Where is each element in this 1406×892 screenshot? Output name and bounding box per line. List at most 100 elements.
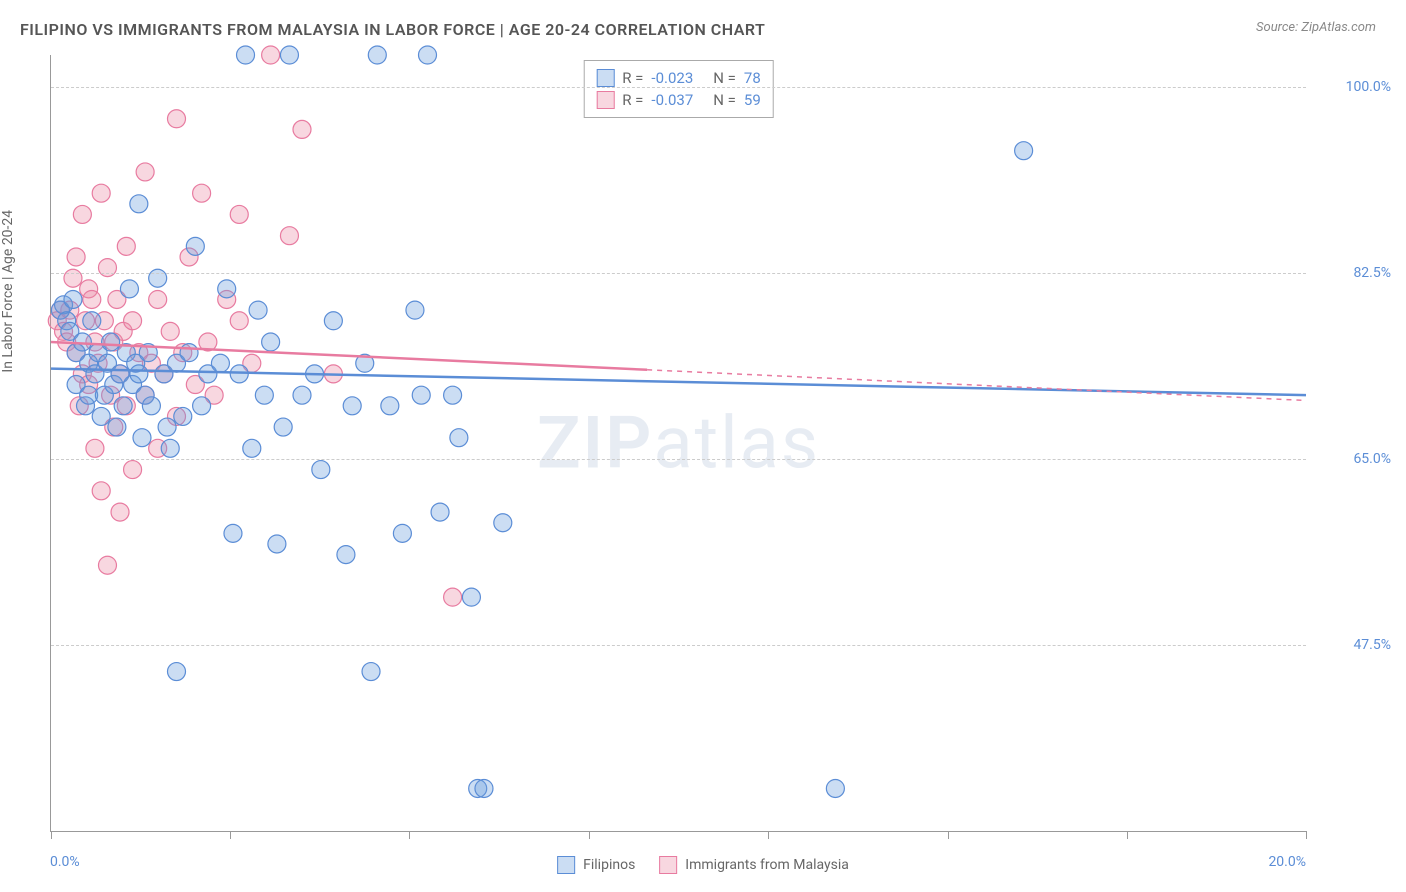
scatter-point bbox=[124, 312, 142, 330]
scatter-point bbox=[280, 46, 298, 64]
scatter-point bbox=[168, 110, 186, 128]
scatter-point bbox=[158, 418, 176, 436]
gridline bbox=[51, 87, 1306, 88]
scatter-point bbox=[249, 301, 267, 319]
scatter-point bbox=[1015, 142, 1033, 160]
legend-swatch-pink bbox=[659, 856, 677, 874]
scatter-point bbox=[83, 312, 101, 330]
scatter-point bbox=[92, 407, 110, 425]
scatter-svg bbox=[51, 55, 1306, 831]
scatter-point bbox=[130, 195, 148, 213]
scatter-point bbox=[293, 120, 311, 138]
scatter-point bbox=[293, 386, 311, 404]
scatter-point bbox=[180, 344, 198, 362]
scatter-point bbox=[211, 354, 229, 372]
scatter-point bbox=[224, 524, 242, 542]
scatter-point bbox=[161, 322, 179, 340]
scatter-point bbox=[324, 312, 342, 330]
regression-line-dashed bbox=[647, 370, 1306, 401]
legend: Filipinos Immigrants from Malaysia bbox=[557, 856, 849, 874]
scatter-point bbox=[98, 556, 116, 574]
stats-row-series2: R = -0.037 N = 59 bbox=[596, 89, 761, 111]
r-label-1: R = bbox=[622, 69, 643, 87]
scatter-point bbox=[161, 439, 179, 457]
scatter-point bbox=[268, 535, 286, 553]
scatter-point bbox=[412, 386, 430, 404]
legend-item-malaysia: Immigrants from Malaysia bbox=[659, 856, 849, 874]
scatter-point bbox=[462, 588, 480, 606]
scatter-point bbox=[136, 163, 154, 181]
scatter-point bbox=[450, 429, 468, 447]
gridline bbox=[51, 645, 1306, 646]
scatter-point bbox=[475, 779, 493, 797]
scatter-point bbox=[67, 248, 85, 266]
scatter-point bbox=[230, 312, 248, 330]
scatter-point bbox=[262, 46, 280, 64]
scatter-point bbox=[114, 397, 132, 415]
r-value-2: -0.037 bbox=[651, 91, 693, 109]
stats-row-series1: R = -0.023 N = 78 bbox=[596, 67, 761, 89]
source-attribution: Source: ZipAtlas.com bbox=[1256, 20, 1376, 35]
n-label-2: N = bbox=[713, 91, 736, 109]
n-label-1: N = bbox=[713, 69, 736, 87]
scatter-point bbox=[406, 301, 424, 319]
scatter-point bbox=[262, 333, 280, 351]
scatter-point bbox=[230, 205, 248, 223]
stats-swatch-blue bbox=[596, 69, 614, 87]
r-value-1: -0.023 bbox=[651, 69, 693, 87]
scatter-point bbox=[83, 290, 101, 308]
scatter-point bbox=[174, 407, 192, 425]
x-tick bbox=[1127, 831, 1128, 839]
scatter-point bbox=[243, 439, 261, 457]
x-tick bbox=[51, 831, 52, 839]
scatter-point bbox=[494, 514, 512, 532]
scatter-point bbox=[381, 397, 399, 415]
scatter-point bbox=[117, 237, 135, 255]
scatter-point bbox=[237, 46, 255, 64]
scatter-point bbox=[444, 588, 462, 606]
y-axis-label: In Labor Force | Age 20-24 bbox=[0, 210, 16, 373]
scatter-point bbox=[393, 524, 411, 542]
x-tick bbox=[948, 831, 949, 839]
chart-container: FILIPINO VS IMMIGRANTS FROM MALAYSIA IN … bbox=[0, 0, 1406, 892]
y-tick-label: 82.5% bbox=[1353, 265, 1391, 281]
scatter-point bbox=[826, 779, 844, 797]
x-tick bbox=[768, 831, 769, 839]
scatter-point bbox=[102, 333, 120, 351]
legend-label-1: Filipinos bbox=[583, 857, 635, 873]
scatter-point bbox=[193, 397, 211, 415]
scatter-point bbox=[280, 227, 298, 245]
y-tick-label: 100.0% bbox=[1346, 79, 1391, 95]
legend-swatch-blue bbox=[557, 856, 575, 874]
x-label-min: 0.0% bbox=[50, 854, 80, 870]
scatter-point bbox=[86, 439, 104, 457]
x-tick bbox=[409, 831, 410, 839]
scatter-point bbox=[168, 663, 186, 681]
gridline bbox=[51, 273, 1306, 274]
scatter-point bbox=[124, 461, 142, 479]
scatter-point bbox=[92, 482, 110, 500]
scatter-point bbox=[368, 46, 386, 64]
chart-title: FILIPINO VS IMMIGRANTS FROM MALAYSIA IN … bbox=[20, 20, 765, 39]
r-label-2: R = bbox=[622, 91, 643, 109]
scatter-point bbox=[73, 205, 91, 223]
n-value-2: 59 bbox=[744, 91, 761, 109]
scatter-point bbox=[337, 546, 355, 564]
y-tick-label: 65.0% bbox=[1353, 451, 1391, 467]
plot-area: ZIPatlas R = -0.023 N = 78 R = -0.037 N … bbox=[50, 55, 1306, 832]
x-tick bbox=[589, 831, 590, 839]
scatter-point bbox=[149, 290, 167, 308]
scatter-point bbox=[111, 503, 129, 521]
n-value-1: 78 bbox=[744, 69, 761, 87]
scatter-point bbox=[130, 365, 148, 383]
scatter-point bbox=[431, 503, 449, 521]
scatter-point bbox=[312, 461, 330, 479]
x-tick bbox=[1306, 831, 1307, 839]
scatter-point bbox=[255, 386, 273, 404]
scatter-point bbox=[343, 397, 361, 415]
scatter-point bbox=[92, 184, 110, 202]
scatter-point bbox=[108, 418, 126, 436]
x-tick bbox=[230, 831, 231, 839]
scatter-point bbox=[64, 290, 82, 308]
correlation-stats-box: R = -0.023 N = 78 R = -0.037 N = 59 bbox=[583, 60, 774, 118]
